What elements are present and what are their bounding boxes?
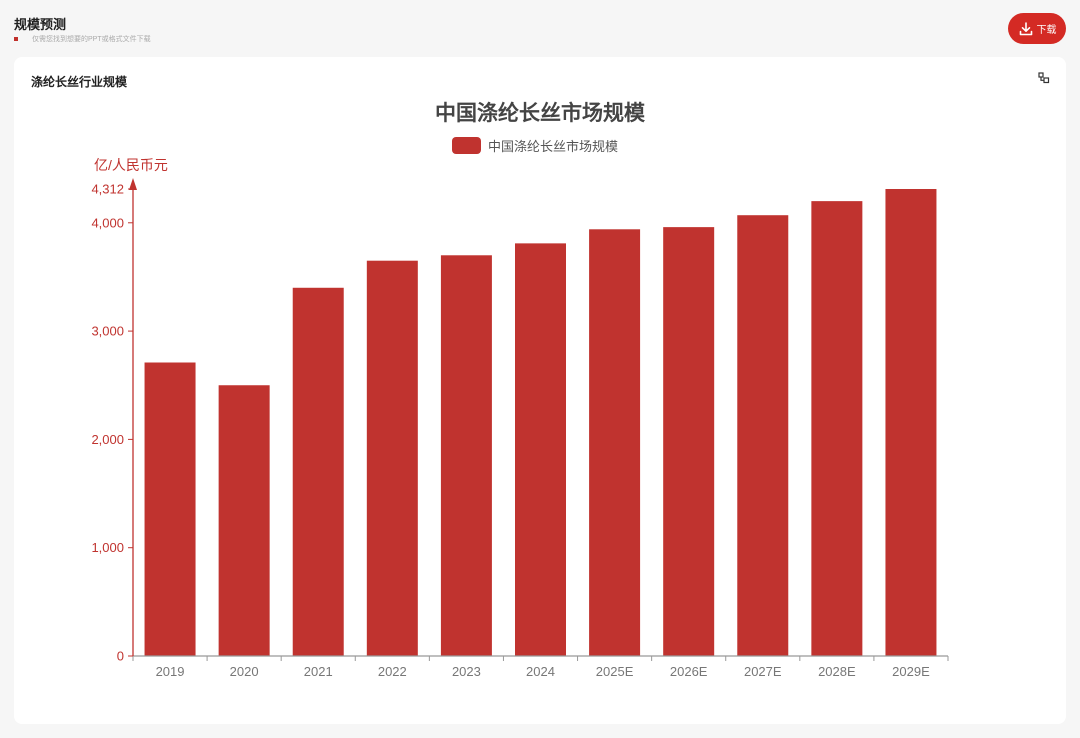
legend-swatch	[452, 137, 481, 154]
bar-2027E	[737, 215, 789, 657]
bar-2028E	[811, 201, 863, 656]
x-tick-label: 2027E	[744, 664, 782, 679]
bar-2023	[440, 255, 492, 657]
x-tick-label: 2020	[230, 664, 259, 679]
subtitle-marker	[14, 37, 18, 41]
page-title: 规模预测	[14, 17, 67, 32]
bar-2022	[366, 260, 418, 656]
legend-label: 中国涤纶长丝市场规模	[488, 139, 619, 154]
bar-2019	[144, 362, 196, 656]
y-tick-label: 1,000	[91, 540, 124, 555]
y-tick-label: 3,000	[91, 324, 124, 339]
y-tick-label: 4,312	[91, 182, 124, 197]
bar-2024	[515, 243, 566, 657]
y-tick-label: 4,000	[91, 215, 124, 230]
data-view-icon[interactable]	[1038, 72, 1050, 84]
bar-2026E	[663, 227, 715, 657]
card-title: 涤纶长丝行业规模	[31, 75, 128, 89]
bar-2025E	[589, 229, 641, 656]
x-tick-label: 2024	[526, 664, 555, 679]
y-axis-arrow	[129, 178, 137, 190]
download-button-label: 下载	[1036, 25, 1057, 36]
x-tick-label: 2025E	[596, 664, 634, 679]
page-subtitle-text: 仅需您找到想要的PPT或格式文件下载	[32, 36, 151, 43]
x-tick-label: 2019	[156, 664, 185, 679]
x-tick-label: 2026E	[670, 664, 708, 679]
download-button[interactable]: 下载	[1008, 13, 1066, 44]
y-tick-label: 0	[117, 649, 124, 664]
x-tick-label: 2021	[304, 664, 333, 679]
y-tick-label: 2,000	[91, 432, 124, 447]
x-tick-label: 2029E	[892, 664, 930, 679]
bar-2021	[292, 287, 344, 656]
download-icon	[1019, 21, 1032, 35]
y-axis-title: 亿/人民币元	[94, 157, 168, 173]
x-tick-label: 2022	[378, 664, 407, 679]
bar-2029E	[885, 189, 937, 656]
page-subtitle: 仅需您找到想要的PPT或格式文件下载	[14, 34, 151, 44]
chart-title: 中国涤纶长丝市场规模	[435, 102, 645, 125]
legend-item[interactable]: 中国涤纶长丝市场规模	[452, 136, 618, 155]
bar-2020	[218, 385, 270, 656]
x-tick-label: 2023	[452, 664, 481, 679]
x-tick-label: 2028E	[818, 664, 856, 679]
